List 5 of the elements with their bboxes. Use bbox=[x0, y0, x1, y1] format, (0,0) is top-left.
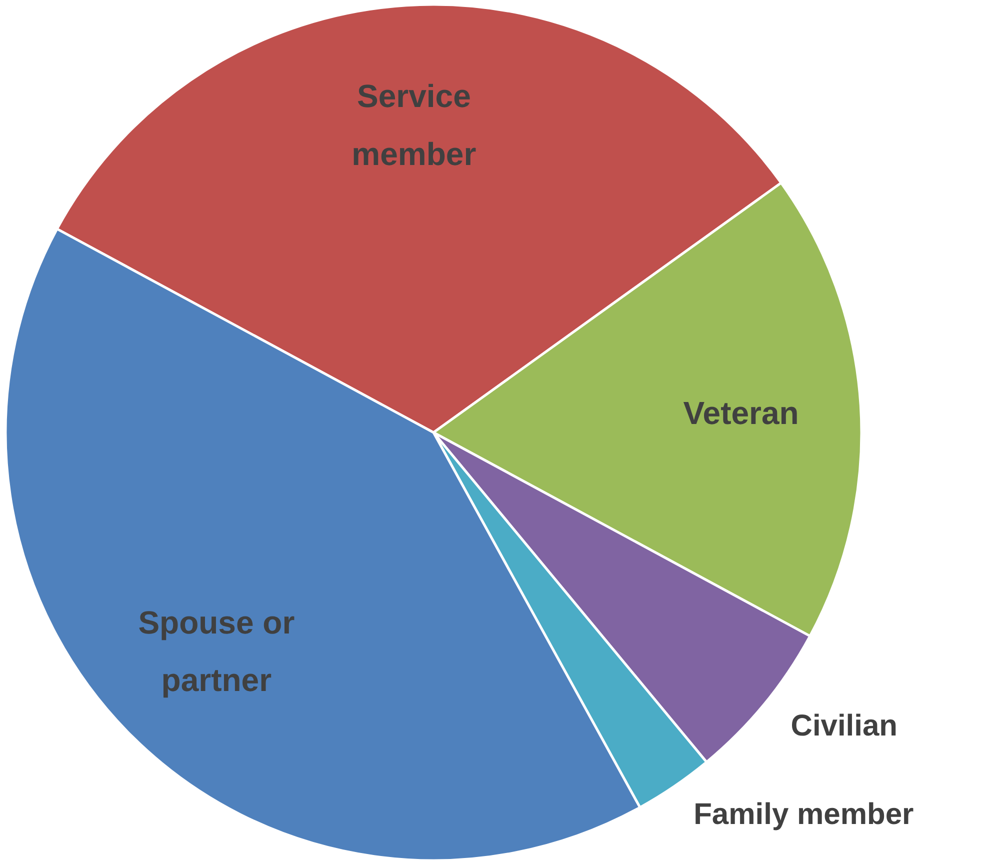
slice-label: Service member bbox=[352, 78, 476, 172]
slice-label: Veteran bbox=[683, 394, 799, 431]
slice-label: Civilian bbox=[790, 709, 898, 742]
slice-label: Family member bbox=[694, 798, 914, 832]
slice-label: Spouse or partner bbox=[138, 604, 295, 698]
